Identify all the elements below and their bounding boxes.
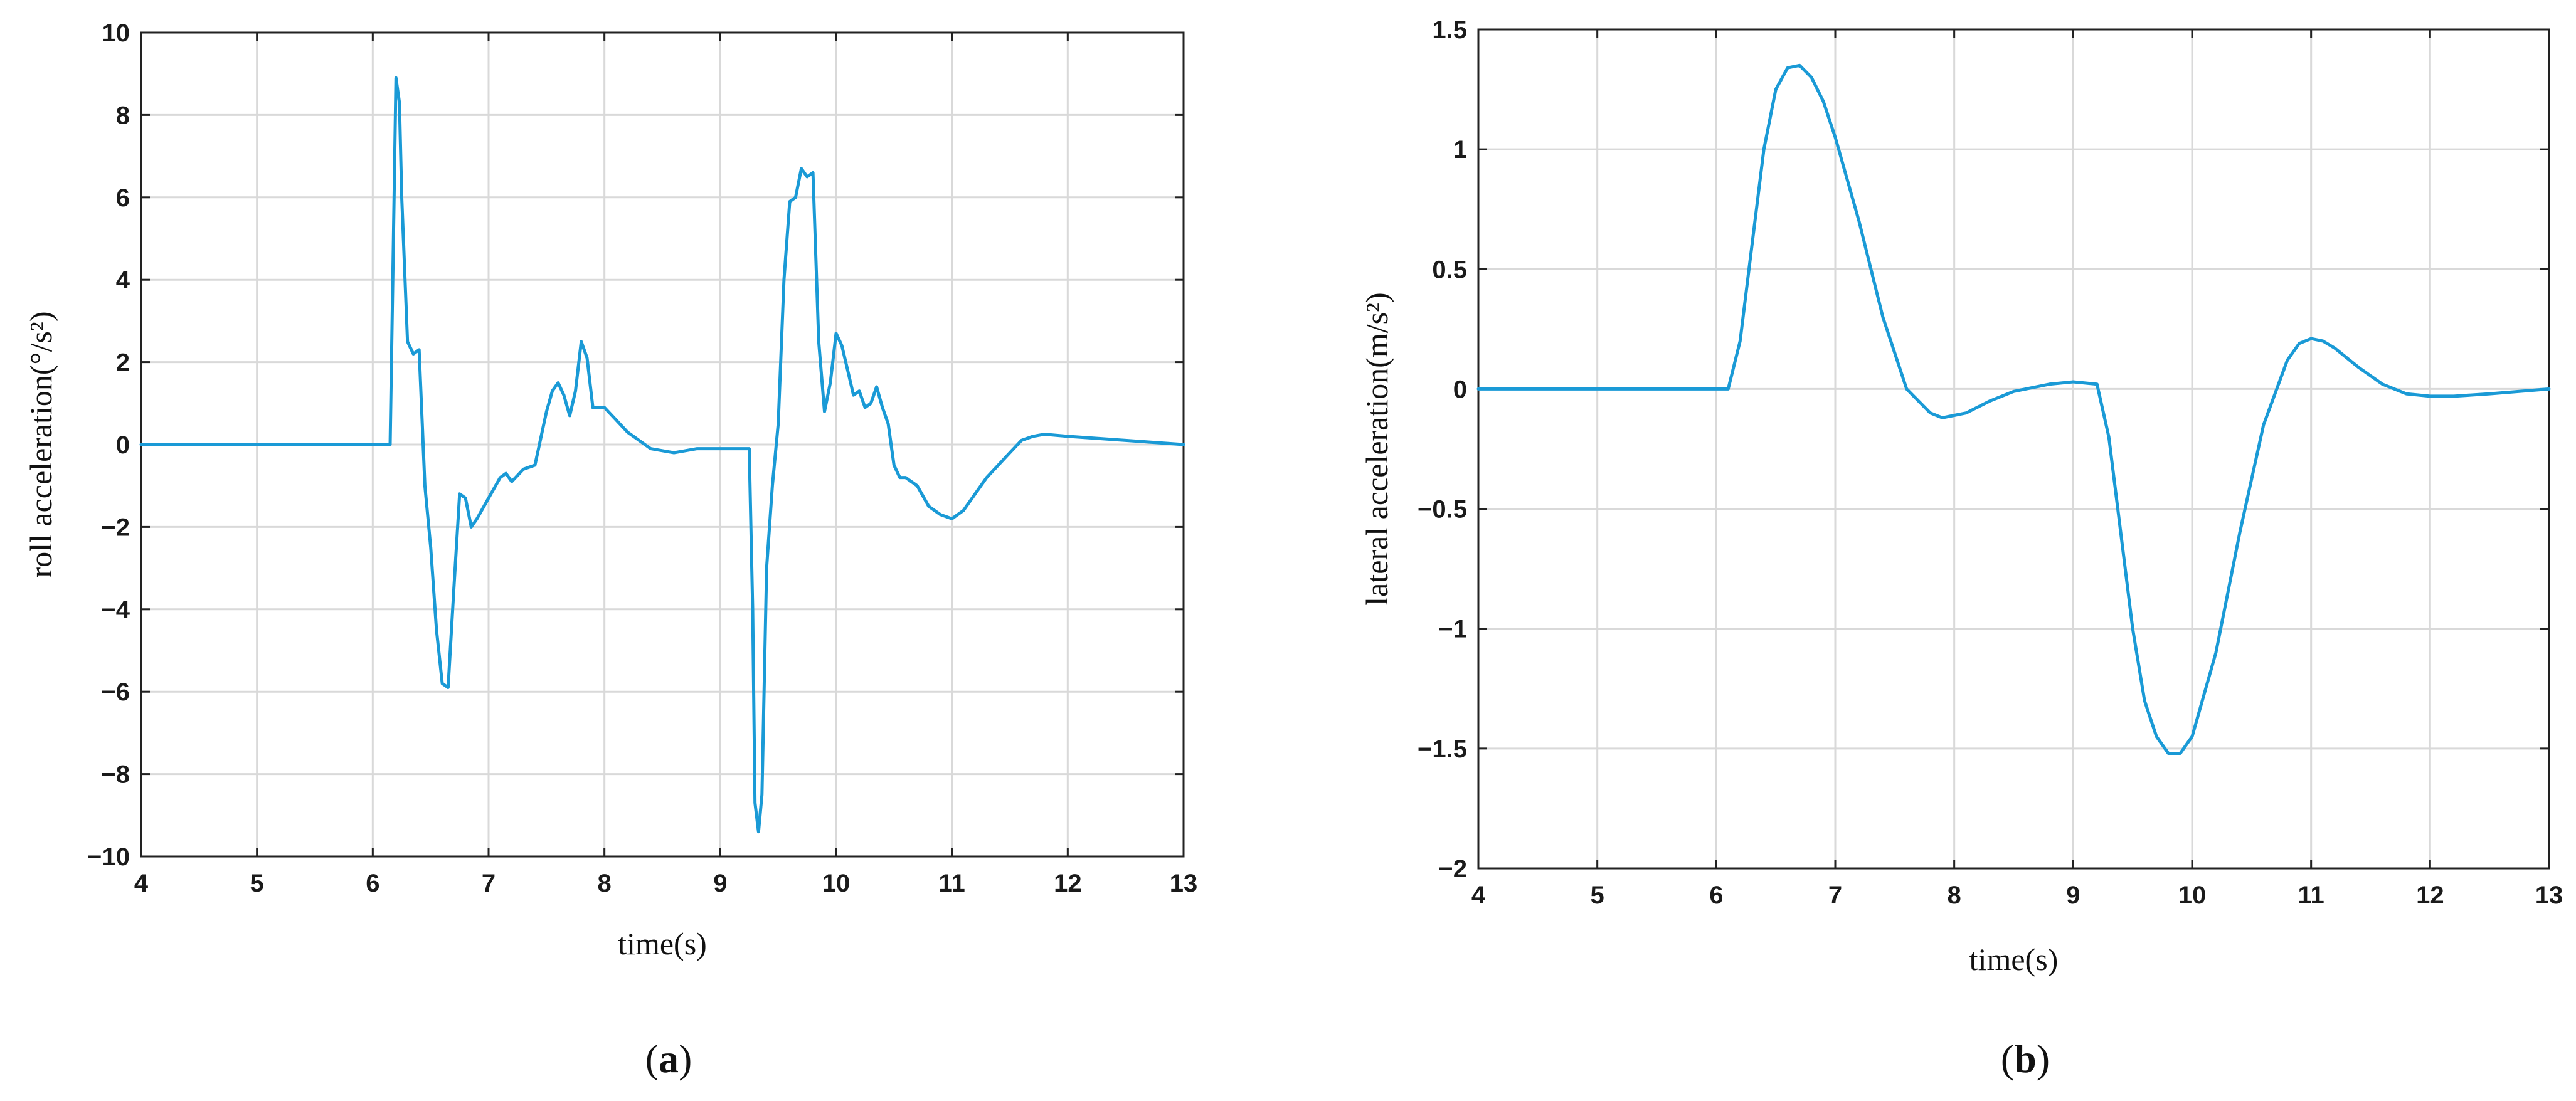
x-tick-label: 10 [2178, 882, 2207, 909]
y-tick-label: 0 [1453, 376, 1467, 403]
y-tick-label: −2 [1438, 855, 1467, 883]
y-tick-label: 2 [116, 349, 130, 377]
y-tick-label: 10 [102, 19, 130, 47]
y-tick-label: −0.5 [1418, 496, 1467, 524]
x-axis-label: time(s) [1969, 942, 2059, 977]
x-tick-label: 9 [713, 870, 727, 897]
y-tick-label: 6 [116, 184, 130, 212]
plot-frame [1477, 28, 2550, 870]
y-tick-label: −10 [87, 843, 130, 871]
x-tick-label: 4 [134, 870, 149, 897]
x-tick-label: 5 [1591, 882, 1604, 909]
x-tick-label: 13 [1170, 870, 1198, 897]
x-tick-label: 7 [1828, 882, 1842, 909]
chart-panel-b: 4 5 6 7 8 9 10 11 12 13 −2 −1.5 −1 −0.5 0 0.5 1 1.5 time(s… [1359, 16, 2563, 1081]
y-tick-label: −1.5 [1418, 735, 1467, 763]
y-tick-label: −6 [101, 678, 130, 706]
y-tick-label: 8 [116, 102, 130, 129]
x-tick-label: 12 [2416, 882, 2444, 909]
chart-panel-a: 4 5 6 7 8 9 10 11 12 13 −10 −8 −6 −4 −2 0 2 4 6 8 10 time(s) r… [23, 19, 1197, 1081]
y-axis-label: lateral acceleration(m/s²) [1359, 292, 1394, 605]
x-tick-label: 4 [1471, 882, 1486, 909]
y-tick-label: −2 [101, 514, 130, 541]
x-tick-label: 5 [250, 870, 264, 897]
x-tick-label: 10 [822, 870, 851, 897]
panel-label: (b) [2001, 1036, 2050, 1081]
x-tick-label: 6 [366, 870, 379, 897]
x-tick-label: 6 [1709, 882, 1723, 909]
x-tick-label: 11 [939, 870, 965, 897]
y-tick-label: 0.5 [1432, 256, 1467, 283]
y-tick-label: 4 [116, 266, 130, 294]
y-tick-label: −1 [1438, 616, 1467, 643]
y-tick-label: 0 [116, 431, 130, 459]
x-axis-label: time(s) [618, 926, 707, 961]
series-line [139, 76, 1185, 834]
y-tick-label: −8 [101, 761, 130, 789]
y-axis-label: roll acceleration(°/s²) [23, 311, 58, 577]
x-tick-label: 8 [1948, 882, 1961, 909]
x-tick-label: 9 [2066, 882, 2080, 909]
y-tick-label: 1.5 [1432, 16, 1467, 44]
y-tick-label: 1 [1453, 136, 1467, 164]
series-line [1476, 63, 2551, 755]
y-tick-label: −4 [101, 596, 130, 624]
panel-label: (a) [645, 1036, 692, 1081]
x-tick-label: 8 [598, 870, 612, 897]
x-tick-label: 12 [1054, 870, 1082, 897]
x-tick-label: 11 [2298, 882, 2324, 909]
x-tick-label: 7 [482, 870, 496, 897]
x-tick-label: 13 [2535, 882, 2563, 909]
